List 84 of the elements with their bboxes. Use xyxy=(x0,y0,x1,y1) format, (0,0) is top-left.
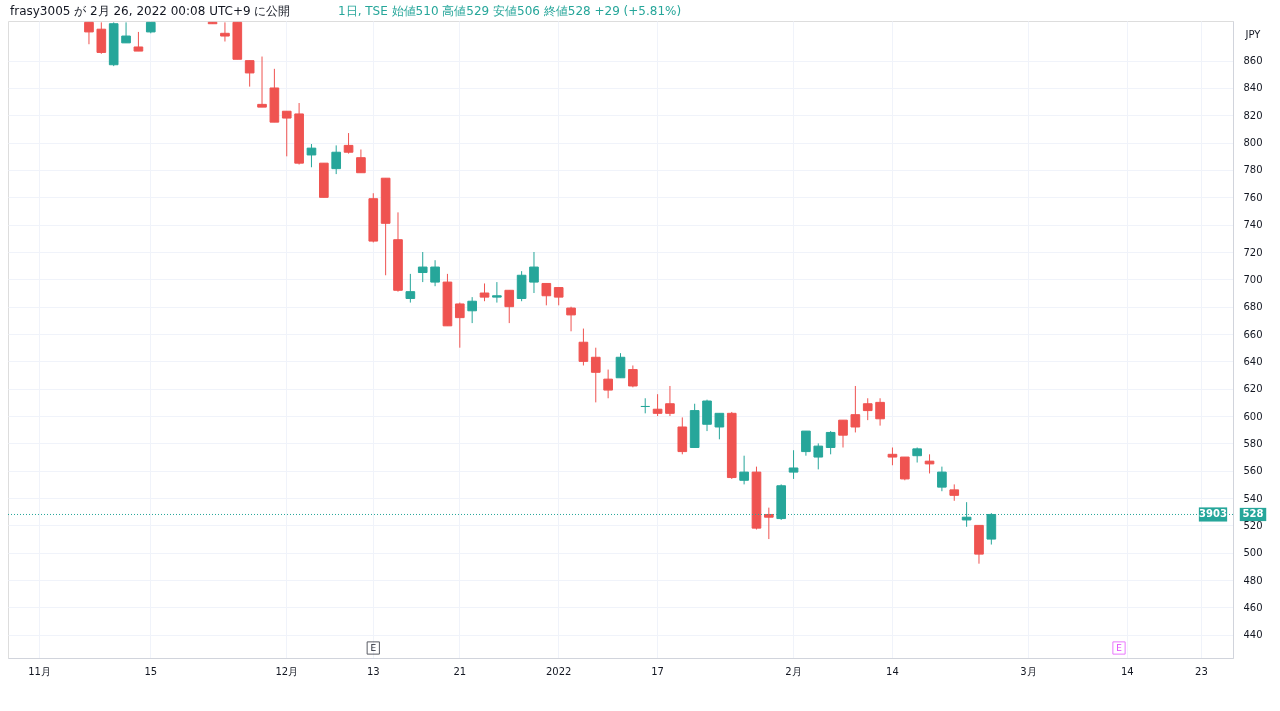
y-tick-label: 760 xyxy=(1243,191,1263,203)
x-tick-label: 2月 xyxy=(785,665,802,677)
candlestick xyxy=(306,143,317,168)
candlestick xyxy=(405,273,416,304)
candlestick xyxy=(850,385,861,433)
candlestick xyxy=(454,302,465,349)
candlestick xyxy=(516,270,527,302)
candlestick xyxy=(937,466,947,492)
candlestick xyxy=(615,352,626,379)
candlestick xyxy=(714,412,725,440)
y-tick-label: 820 xyxy=(1243,109,1263,121)
candlestick xyxy=(220,21,230,42)
candlestick xyxy=(764,507,774,540)
y-tick-label: 500 xyxy=(1243,547,1263,559)
candlestick xyxy=(603,369,613,399)
y-tick-label: 740 xyxy=(1243,219,1263,231)
y-tick-label: 580 xyxy=(1243,437,1263,449)
y-tick-label: 520 xyxy=(1243,519,1263,531)
candlestick xyxy=(84,21,94,45)
x-tick-label: 21 xyxy=(453,665,467,677)
y-tick-label: 440 xyxy=(1243,629,1263,641)
candlestick xyxy=(257,56,267,108)
x-tick-label: 2022 xyxy=(545,665,572,677)
y-tick-label: 660 xyxy=(1243,328,1263,340)
candlestick xyxy=(788,449,799,480)
y-tick-label: 840 xyxy=(1243,82,1263,94)
annotation: 3903 xyxy=(1199,508,1227,520)
ref-line-label: 528 xyxy=(1242,508,1264,520)
candlestick xyxy=(121,21,131,44)
candlestick xyxy=(838,419,848,448)
y-tick-label: 480 xyxy=(1243,574,1263,586)
x-tick-label: 23 xyxy=(1195,665,1208,677)
candlestick xyxy=(541,282,552,306)
candlestick xyxy=(492,281,502,304)
candlestick xyxy=(825,430,836,455)
y-axis-title: JPY xyxy=(1244,29,1262,40)
x-tick-label: 11月 xyxy=(28,665,51,677)
y-tick-label: 700 xyxy=(1243,273,1263,285)
y-tick-label: 560 xyxy=(1243,465,1263,477)
x-tick-label: 12月 xyxy=(275,665,299,677)
x-tick-label: 17 xyxy=(651,665,664,677)
y-tick-label: 600 xyxy=(1243,410,1263,422)
candlestick xyxy=(739,455,749,485)
candlestick xyxy=(343,132,354,155)
candlestick xyxy=(133,31,144,52)
candlestick xyxy=(430,259,440,287)
chart-subtitle: frasy3005 が 2月 26, 2022 00:08 UTC+9 に公開 xyxy=(10,4,291,18)
candlestick xyxy=(96,21,107,55)
candlestick xyxy=(875,397,885,427)
y-tick-label: 540 xyxy=(1243,492,1263,504)
y-tick-label: 780 xyxy=(1243,164,1263,176)
y-tick-label: 640 xyxy=(1243,355,1263,367)
candlestick xyxy=(281,110,292,157)
candlestick xyxy=(590,347,601,403)
chart-title: 1日, TSE 始値510 高値529 安値506 終値528 +29 (+5.81%) xyxy=(338,4,682,18)
candlestick xyxy=(467,296,477,324)
x-tick-label: 14 xyxy=(886,665,899,677)
candlestick xyxy=(801,430,811,457)
x-tick-label: 14 xyxy=(1120,665,1134,677)
y-tick-label: 860 xyxy=(1243,55,1263,67)
candlestick xyxy=(356,148,366,174)
y-tick-label: 800 xyxy=(1243,137,1263,149)
candlestick xyxy=(924,453,935,474)
y-tick-label: 720 xyxy=(1243,246,1263,258)
candlestick xyxy=(529,251,539,294)
candlestick xyxy=(665,385,675,417)
x-tick-label: 15 xyxy=(144,665,158,677)
candlestick xyxy=(652,393,663,417)
annotation: E xyxy=(1116,643,1123,653)
candlestick xyxy=(331,144,342,175)
candlestick xyxy=(504,289,515,324)
annotation: E xyxy=(370,643,377,653)
candlestick xyxy=(813,442,824,470)
y-tick-label: 620 xyxy=(1243,383,1263,395)
x-tick-label: 3月 xyxy=(1020,665,1037,677)
candlestick xyxy=(566,306,576,332)
x-tick-label: 13 xyxy=(366,665,380,677)
candlestick xyxy=(702,399,712,432)
y-tick-label: 460 xyxy=(1243,601,1263,613)
candlestick xyxy=(862,397,873,421)
candlestick xyxy=(417,251,428,283)
candlestick xyxy=(578,328,589,366)
candlestick xyxy=(244,60,255,88)
y-tick-label: 680 xyxy=(1243,301,1263,313)
